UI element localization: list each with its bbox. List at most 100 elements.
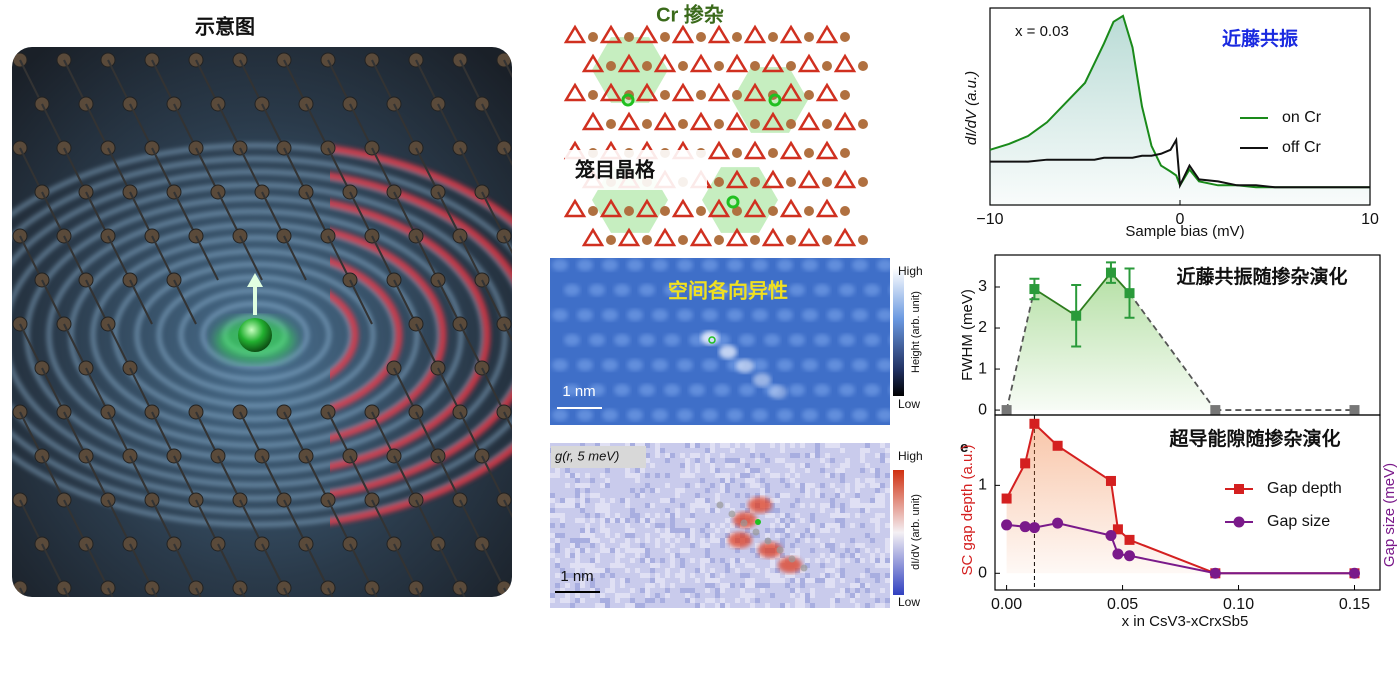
sb-atom [714,235,724,245]
bond [173,543,197,589]
triangle [815,24,839,44]
noise-pixel [655,543,660,548]
noise-pixel [640,488,645,493]
ripple-red [330,192,491,478]
noise-pixel [785,603,790,608]
noise-pixel [790,453,795,458]
lattice [563,24,868,247]
noise-pixel [830,458,835,463]
noise-pixel [705,508,710,513]
bond [327,587,351,597]
noise-pixel [710,508,715,513]
bond [129,543,153,589]
noise-pixel [635,518,640,523]
noise-pixel [700,543,705,548]
noise-pixel [690,518,695,523]
noise-pixel [840,543,845,548]
noise-pixel [835,443,840,448]
topo-spot [714,384,730,396]
noise-pixel [670,518,675,523]
noise-pixel [695,483,700,488]
noise-pixel [785,493,790,498]
noise-pixel [600,498,605,503]
noise-pixel [710,578,715,583]
noise-pixel [750,443,755,448]
y-tick-label: 1 [978,360,987,377]
noise-pixel [565,468,570,473]
noise-pixel [725,518,730,523]
noise-pixel [690,508,695,513]
noise-pixel [845,558,850,563]
noise-pixel [645,573,650,578]
noise-pixel [605,568,610,573]
noise-pixel [655,523,660,528]
noise-pixel [800,593,805,598]
noise-pixel [855,478,860,483]
noise-pixel [865,603,870,608]
noise-pixel [845,488,850,493]
bond [151,411,175,457]
bond [63,411,87,457]
noise-pixel [885,598,890,603]
bond [503,235,512,281]
noise-pixel [815,493,820,498]
noise-pixel [570,543,575,548]
noise-pixel [795,603,800,608]
noise-pixel [705,453,710,458]
noise-pixel [725,583,730,588]
noise-pixel [700,503,705,508]
noise-pixel [600,508,605,513]
bond [305,191,329,237]
bond [129,279,153,325]
bond [327,147,351,193]
noise-pixel [805,463,810,468]
noise-pixel [720,543,725,548]
noise-pixel [770,443,775,448]
noise-pixel [835,468,840,473]
noise-pixel [885,578,890,583]
noise-pixel [680,563,685,568]
noise-pixel [780,443,785,448]
marker [1001,405,1012,416]
noise-pixel [630,558,635,563]
topo-spot [727,409,743,421]
noise-pixel [665,538,670,543]
noise-pixel [615,558,620,563]
noise-pixel [635,493,640,498]
noise-pixel [690,453,695,458]
sb-atom [786,61,796,71]
y-axis-label: FWHM (meV) [959,289,976,381]
topo-spot [727,309,743,321]
topo-spot [652,359,668,371]
topo-spot [627,309,643,321]
bright-spot [736,359,754,373]
noise-pixel [555,468,560,473]
noise-pixel [625,443,630,448]
noise-pixel [850,498,855,503]
noise-pixel [800,463,805,468]
area [1006,423,1355,574]
bond [19,499,43,545]
topo-spot [627,359,643,371]
bond [19,59,43,105]
noise-pixel [745,468,750,473]
bond [481,191,505,237]
noise-pixel [865,508,870,513]
noise-pixel [720,583,725,588]
noise-pixel [800,583,805,588]
noise-pixel [875,453,880,458]
marker [1105,267,1116,278]
overlay-atom [776,546,784,554]
noise-pixel [690,513,695,518]
noise-pixel [730,463,735,468]
noise-pixel [665,513,670,518]
sb-atom [858,119,868,129]
noise-pixel [800,533,805,538]
noise-pixel [555,513,560,518]
noise-pixel [820,523,825,528]
topo-spot [639,384,655,396]
noise-pixel [790,588,795,593]
noise-pixel [600,518,605,523]
noise-pixel [780,518,785,523]
line-segment [1128,292,1217,411]
